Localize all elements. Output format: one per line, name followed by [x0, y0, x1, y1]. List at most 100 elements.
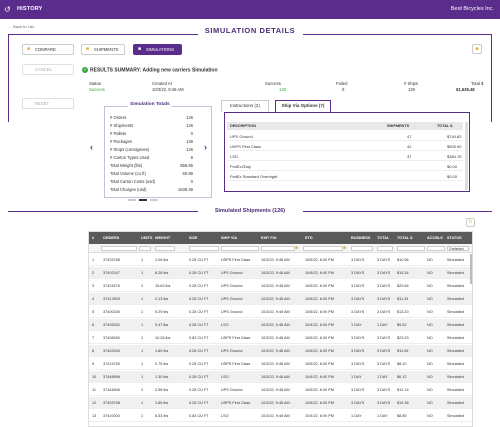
filter-accbls[interactable] [427, 246, 445, 251]
chevron-left-icon[interactable]: ‹ [90, 142, 93, 152]
column-header[interactable]: SIZE [189, 236, 198, 240]
cell-acc: NO [427, 349, 433, 353]
filter-orders[interactable] [101, 246, 137, 251]
ship-via-scrollbar[interactable] [465, 122, 468, 190]
refresh-button[interactable]: ↻ [466, 218, 475, 227]
cell-total: $8.10 [397, 362, 407, 366]
cell-units: 1 [141, 336, 144, 340]
totals-value: 0 [190, 179, 193, 184]
chevron-right-icon[interactable]: › [204, 142, 207, 152]
filter-total[interactable] [377, 246, 393, 251]
cell-status: Simulated [447, 401, 464, 405]
cell-tot: 3 DAYS [377, 362, 391, 366]
ship-via-ships: 47 [407, 134, 412, 139]
cell-weight: 1.06 lbs [155, 258, 169, 262]
reset-button[interactable]: RESET [22, 98, 74, 109]
ship-via-ships: 42 [407, 144, 412, 149]
carousel-dot-active[interactable] [139, 199, 147, 201]
cell-bus: 3 DAYS [351, 336, 365, 340]
table-row[interactable]: 2 37402347 1 6.28 lbs 0.28 CU FT UPS Ground 10… [89, 267, 472, 279]
column-header[interactable]: UNITS [141, 236, 153, 240]
tab-instructions[interactable]: Instructions (2) [221, 100, 269, 112]
ship-via-row[interactable]: UPS Ground 47 $740.82 [227, 131, 463, 141]
back-to-list-link[interactable]: ← Back to List [8, 24, 34, 29]
column-header[interactable]: # [92, 236, 95, 240]
table-row[interactable]: 4 37417803 1 2.13 lbs 0.28 CU FT UPS Ground 10… [89, 293, 472, 305]
cell-acc: NO [427, 401, 433, 405]
filter-status[interactable]: 2 selected [447, 246, 469, 251]
column-header[interactable]: TOTAL [377, 236, 390, 240]
table-row[interactable]: 5 37400330 1 5.29 lbs 0.28 CU FT UPS Ground 10… [89, 306, 472, 318]
page-title: SIMULATION DETAILS [204, 26, 296, 35]
cell-units: 1 [141, 401, 144, 405]
filter-ship-via[interactable] [221, 246, 259, 251]
ship-via-desc: FedEx Standard Overnight [230, 174, 278, 179]
table-row[interactable]: 9 37414750 1 0.75 lbs 0.28 CU FT USPS First C… [89, 358, 472, 370]
carousel-dot[interactable] [128, 199, 136, 201]
filter-etd[interactable] [303, 246, 343, 251]
column-header[interactable]: TOTAL $ [397, 236, 413, 240]
cell-tot: 3 DAYS [377, 258, 391, 262]
totals-label: # Orders [110, 115, 127, 120]
export-button[interactable]: ■ [472, 44, 482, 54]
table-row[interactable]: 12 37403798 1 1.85 lbs 0.28 CU FT USPS First … [89, 397, 472, 409]
column-header[interactable]: EXP. P/U [261, 236, 277, 240]
simulations-button[interactable]: ■ SIMULATIONS [133, 44, 182, 55]
calendar-icon[interactable]: ■ [343, 245, 347, 251]
cell-n: 1 [92, 258, 95, 262]
cell-etd: 10/6/22, 6:00 PM [305, 271, 334, 275]
cancel-button[interactable]: CANCEL [22, 64, 74, 75]
column-header[interactable]: BUSINESS [351, 236, 371, 240]
table-row[interactable]: 13 37410004 1 8.53 lbs 0.83 CU FT LSO 10/3/22,… [89, 410, 472, 422]
table-row[interactable]: 6 37405252 1 9.47 lbs 0.28 CU FT LSO 10/3/22, … [89, 319, 472, 331]
cell-status: Simulated [447, 284, 464, 288]
total-label: Total $ [471, 81, 484, 86]
column-header[interactable]: ORDERS [103, 236, 120, 240]
ship-via-row[interactable]: FedEx2Day $0.00 [227, 161, 463, 171]
table-row[interactable]: 3 37401876 1 15.63 lbs 0.28 CU FT UPS Ground 1… [89, 280, 472, 292]
column-header[interactable]: ETD [305, 236, 313, 240]
table-row[interactable]: 1 37403758 1 1.06 lbs 0.28 CU FT USPS First C… [89, 254, 472, 266]
cell-bus: 3 DAYS [351, 284, 365, 288]
filter-total-usd[interactable] [397, 246, 425, 251]
cell-via: LSO [221, 414, 229, 418]
carousel-dot[interactable] [150, 199, 158, 201]
filter-size[interactable] [189, 246, 219, 251]
filter-business[interactable] [351, 246, 373, 251]
table-row[interactable]: 11 37444806 1 2.58 lbs 0.28 CU FT UPS Ground 1… [89, 384, 472, 396]
cell-order: 37408450 [103, 336, 120, 340]
column-header[interactable]: STATUS [447, 236, 462, 240]
filter-units[interactable] [139, 246, 151, 251]
failed-value: 0 [342, 87, 345, 92]
folder-icon: ■ [86, 46, 90, 52]
cell-units: 1 [141, 323, 144, 327]
shipments-button[interactable]: ■ SHIPMENTS [81, 44, 125, 55]
grid-scrollbar[interactable] [470, 254, 472, 284]
cell-order: 37401876 [103, 284, 120, 288]
table-row[interactable]: 7 37408450 1 10.28 lbs 0.83 CU FT USPS First … [89, 332, 472, 344]
history-icon: ↺ [4, 5, 11, 14]
cell-via: UPS Ground [221, 271, 243, 275]
ship-via-row[interactable]: USPS First Class 42 $509.90 [227, 141, 463, 151]
column-header[interactable]: SHIP VIA [221, 236, 238, 240]
title-divider-left [8, 34, 198, 35]
cell-size: 0.28 CU FT [189, 271, 209, 275]
table-row[interactable]: 10 37448996 1 1.30 lbs 0.28 CU FT LSO 10/3/22,… [89, 371, 472, 383]
cell-units: 1 [141, 284, 144, 288]
tab-ship-via-options[interactable]: Ship Via Options (7) [275, 100, 331, 112]
compare-button[interactable]: ■ COMPARE [22, 44, 74, 55]
totals-label: Total Weight (lbs) [110, 163, 143, 168]
cell-acc: NO [427, 375, 433, 379]
calendar-icon[interactable]: ■ [295, 245, 299, 251]
company-name: Best Bicycles Inc. [450, 6, 494, 12]
table-row[interactable]: 8 37422343 1 1.80 lbs 0.28 CU FT UPS Ground 10… [89, 345, 472, 357]
ship-via-row[interactable]: FedEx Standard Overnight $0.00 [227, 171, 463, 181]
totals-label: # Carton Types Used [110, 155, 150, 160]
filter-exp-pu[interactable] [261, 246, 295, 251]
ship-via-row[interactable]: LSO 37 $384.76 [227, 151, 463, 161]
filter-weight[interactable] [155, 246, 175, 251]
cell-status: Simulated [447, 271, 464, 275]
column-header[interactable]: WEIGHT [155, 236, 171, 240]
cell-exp: 10/3/22, 9:48 AM [261, 375, 290, 379]
column-header[interactable]: ACCBLS [427, 236, 443, 240]
